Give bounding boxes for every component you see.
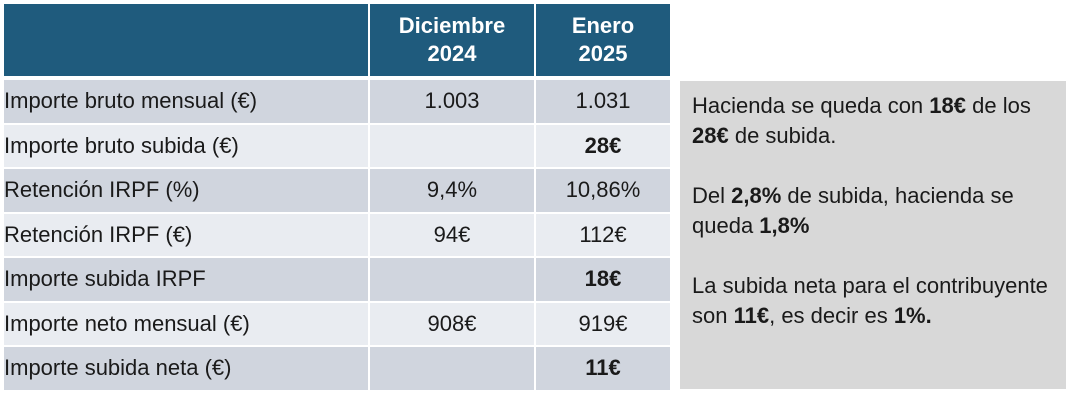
cell-diciembre: 94€: [370, 213, 536, 258]
note-bold-text: 11€: [733, 303, 770, 328]
row-label: Retención IRPF (€): [4, 213, 370, 258]
cell-diciembre: [370, 124, 536, 169]
note-bold-text: 2,8%: [731, 183, 782, 208]
cell-diciembre: 9,4%: [370, 169, 536, 214]
table-row: Importe bruto mensual (€) 1.003 1.031: [4, 80, 670, 125]
header-diciembre-2024: Diciembre 2024: [370, 4, 536, 80]
row-label: Retención IRPF (%): [4, 169, 370, 214]
header-month: Diciembre: [398, 13, 506, 38]
table-row: Retención IRPF (€) 94€ 112€: [4, 213, 670, 258]
row-label: Importe subida neta (€): [4, 347, 370, 390]
note-bold-text: 1%.: [893, 303, 932, 328]
note-text: , es decir es: [769, 303, 894, 328]
note-text: La subida neta para el contribuyente son: [692, 273, 1048, 328]
table-row: Importe subida neta (€) 11€: [4, 347, 670, 390]
note-text: de subida.: [728, 123, 837, 148]
note-paragraph: La subida neta para el contribuyente son…: [692, 271, 1056, 331]
note-paragraph: Del 2,8% de subida, hacienda se queda 1,…: [692, 181, 1056, 241]
note-text: de los: [966, 93, 1031, 118]
salary-comparison-table: Diciembre 2024 Enero 2025 Importe bruto …: [4, 4, 670, 390]
cell-diciembre: 1.003: [370, 80, 536, 125]
cell-diciembre: [370, 347, 536, 390]
table-row: Importe subida IRPF 18€: [4, 258, 670, 303]
header-year: 2024: [427, 41, 477, 66]
row-label: Importe bruto subida (€): [4, 124, 370, 169]
cell-enero-highlight: 18€: [536, 258, 670, 303]
table-row: Retención IRPF (%) 9,4% 10,86%: [4, 169, 670, 214]
note-text: de subida, hacienda se queda: [692, 183, 1014, 238]
note-bold-text: 1,8%: [759, 213, 810, 238]
cell-enero: 919€: [536, 302, 670, 347]
cell-diciembre: [370, 258, 536, 303]
cell-enero-highlight: 11€: [536, 347, 670, 390]
cell-enero: 10,86%: [536, 169, 670, 214]
note-text: Hacienda se queda con: [692, 93, 930, 118]
header-month: Enero: [571, 13, 635, 38]
table-row: Importe bruto subida (€) 28€: [4, 124, 670, 169]
note-bold-text: 18€: [929, 93, 967, 118]
cell-diciembre: 908€: [370, 302, 536, 347]
header-enero-2025: Enero 2025: [536, 4, 670, 80]
header-year: 2025: [578, 41, 628, 66]
header-concept: [4, 4, 370, 80]
row-label: Importe neto mensual (€): [4, 302, 370, 347]
row-label: Importe subida IRPF: [4, 258, 370, 303]
cell-enero: 112€: [536, 213, 670, 258]
note-paragraph: Hacienda se queda con 18€ de los 28€ de …: [692, 91, 1056, 151]
table-row: Importe neto mensual (€) 908€ 919€: [4, 302, 670, 347]
cell-enero-highlight: 28€: [536, 124, 670, 169]
table-header-row: Diciembre 2024 Enero 2025: [4, 4, 670, 80]
row-label: Importe bruto mensual (€): [4, 80, 370, 125]
summary-note-box: Hacienda se queda con 18€ de los 28€ de …: [680, 81, 1066, 389]
cell-enero: 1.031: [536, 80, 670, 125]
note-text: Del: [692, 183, 732, 208]
note-bold-text: 28€: [692, 123, 729, 148]
